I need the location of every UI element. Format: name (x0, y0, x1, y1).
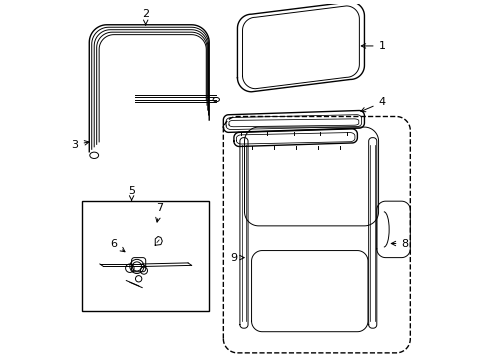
Bar (82, 201, 209, 311)
Text: 3: 3 (72, 140, 89, 150)
Text: 2: 2 (142, 9, 149, 25)
Text: 6: 6 (110, 239, 125, 252)
Text: 8: 8 (390, 239, 408, 248)
Text: 5: 5 (128, 186, 135, 201)
Text: 1: 1 (361, 41, 385, 51)
Text: 9: 9 (230, 253, 244, 262)
Text: 7: 7 (156, 203, 163, 222)
Text: 4: 4 (360, 98, 385, 112)
